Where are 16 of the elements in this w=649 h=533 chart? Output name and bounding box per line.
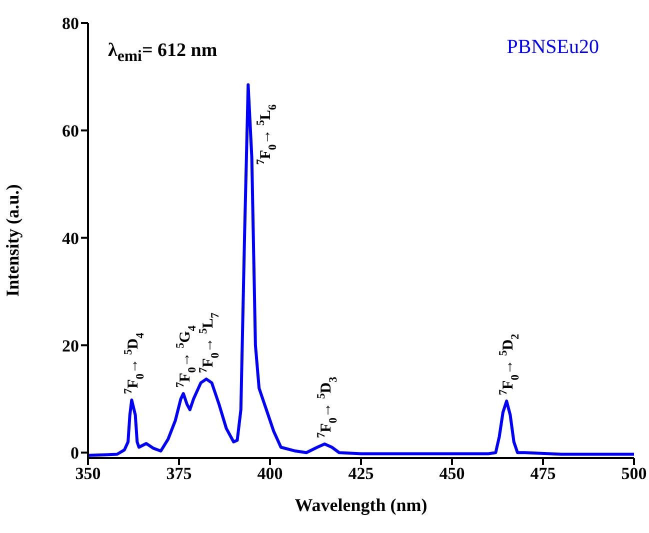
y-axis-title: Intensity (a.u.) (2, 184, 22, 297)
text: PBNSEu20 (506, 36, 599, 59)
x-tick-label: 450 (439, 464, 465, 484)
x-axis-title: Wavelength (nm) (294, 495, 428, 515)
y-tick-label: 0 (70, 444, 79, 463)
y-tick-label: 20 (62, 336, 79, 356)
x-tick-label: 500 (621, 464, 647, 484)
y-tick-label: 60 (62, 121, 79, 140)
y-tick-label: 40 (62, 228, 79, 248)
x-tick-label: 425 (348, 464, 374, 484)
x-tick-label: 375 (166, 464, 192, 484)
x-tick-label: 400 (257, 464, 283, 484)
x-tick-label: 475 (530, 464, 556, 484)
x-tick-label: 350 (75, 464, 101, 484)
y-tick-label: 80 (62, 14, 79, 34)
annotation: λ$_{emi}$= 612 nm (108, 40, 218, 66)
